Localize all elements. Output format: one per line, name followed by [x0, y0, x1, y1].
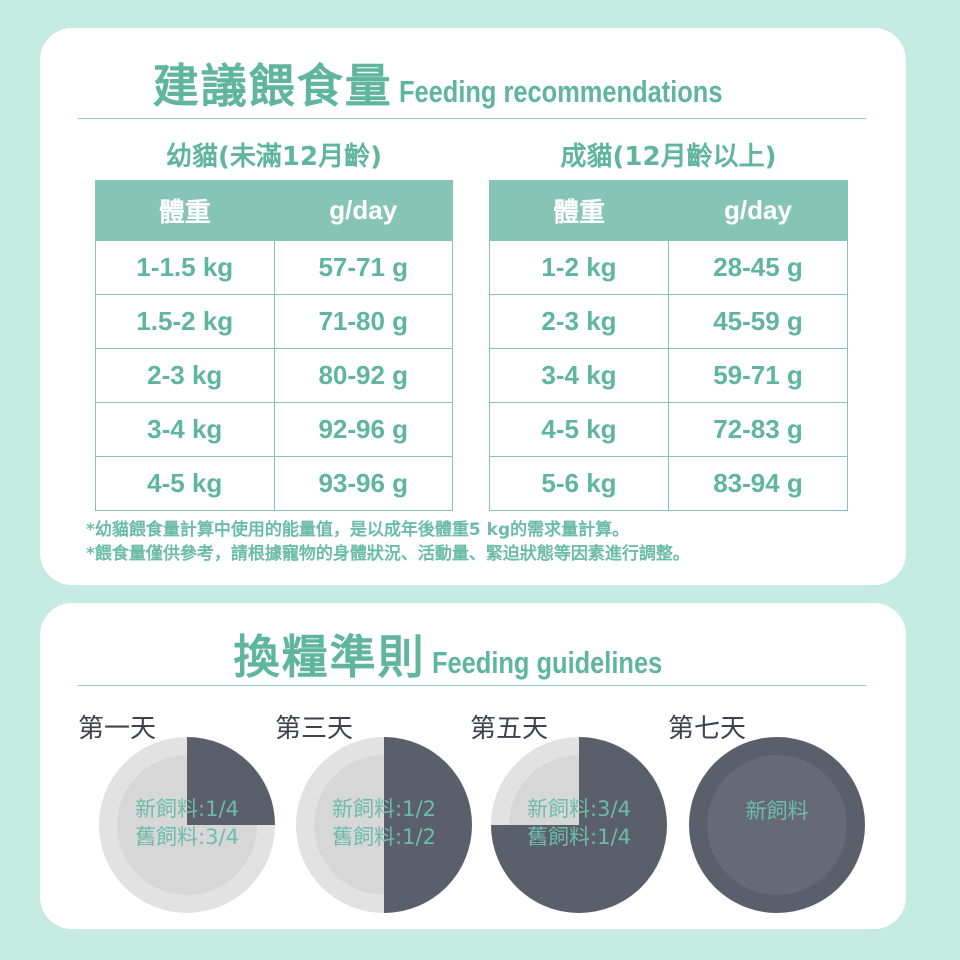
table-cell: 4-5 kg	[95, 456, 275, 511]
table-cell: 59-71 g	[668, 348, 848, 403]
table-cell: 92-96 g	[273, 402, 453, 457]
day-label: 第五天	[470, 714, 549, 744]
old-food-ratio: 舊飼料:3/4	[135, 825, 239, 849]
recommendations-title: 建議餵食量 Feeding recommendations	[40, 50, 906, 116]
table-row: 3-4 kg 92-96 g	[95, 402, 453, 457]
new-food-ratio: 新飼料:1/2	[332, 797, 436, 821]
adult-title: 成貓(12月齡以上)	[560, 142, 777, 172]
table-cell: 45-59 g	[668, 294, 848, 349]
bowl-inner	[707, 755, 847, 895]
title-zh: 換糧準則	[233, 630, 426, 684]
table-cell: 3-4 kg	[95, 402, 275, 457]
bowl-pie	[99, 737, 275, 913]
table-cell: 2-3 kg	[489, 294, 669, 349]
day-label: 第七天	[668, 714, 747, 744]
column-header: 體重	[489, 180, 669, 241]
kitten-title: 幼貓(未滿12月齡)	[166, 142, 382, 172]
bowl-pie	[689, 737, 865, 913]
food-bowl: 新飼料:3/4 舊飼料:1/4	[489, 735, 669, 915]
new-food-portion	[187, 737, 275, 825]
table-header-row: 體重 g/day	[489, 180, 848, 241]
column-header: g/day	[668, 180, 848, 241]
title-zh: 建議餵食量	[152, 59, 393, 113]
note: *餵食量僅供參考，請根據寵物的身體狀況、活動量、緊迫狀態等因素進行調整。	[86, 544, 690, 564]
table-row: 3-4 kg 59-71 g	[489, 348, 848, 403]
day-label: 第三天	[275, 714, 354, 744]
table-row: 5-6 kg 83-94 g	[489, 456, 848, 511]
adult-table: 體重 g/day 1-2 kg 28-45 g 2-3 kg 45-59 g 3-4 kg 5…	[489, 180, 848, 511]
old-food-ratio: 舊飼料:1/2	[332, 825, 436, 849]
feeding-guidelines-card: 換糧準則 Feeding guidelines 第一天 新飼料:1/4 舊飼料:3/…	[40, 603, 906, 929]
new-food-ratio: 新飼料	[745, 799, 809, 823]
bowl-pie	[296, 737, 472, 913]
food-bowl: 新飼料	[687, 735, 867, 915]
guidelines-title: 換糧準則 Feeding guidelines	[40, 621, 906, 687]
table-cell: 5-6 kg	[489, 456, 669, 511]
table-cell: 28-45 g	[668, 240, 848, 295]
food-bowl: 新飼料:1/4 舊飼料:3/4	[97, 735, 277, 915]
table-cell: 1.5-2 kg	[95, 294, 275, 349]
kitten-table: 體重 g/day 1-1.5 kg 57-71 g 1.5-2 kg 71-80 g 2-3…	[95, 180, 453, 511]
divider	[78, 118, 866, 119]
table-cell: 93-96 g	[273, 456, 453, 511]
column-header: g/day	[273, 180, 453, 241]
new-food-ratio: 新飼料:1/4	[135, 797, 239, 821]
divider	[78, 685, 866, 686]
table-cell: 71-80 g	[273, 294, 453, 349]
note: *幼貓餵食量計算中使用的能量值，是以成年後體重5 kg的需求量計算。	[86, 520, 630, 540]
table-cell: 2-3 kg	[95, 348, 275, 403]
old-food-ratio: 舊飼料:1/4	[527, 825, 631, 849]
table-cell: 1-1.5 kg	[95, 240, 275, 295]
table-cell: 4-5 kg	[489, 402, 669, 457]
table-cell: 83-94 g	[668, 456, 848, 511]
table-row: 1-2 kg 28-45 g	[489, 240, 848, 295]
table-row: 1.5-2 kg 71-80 g	[95, 294, 453, 349]
feeding-recommendations-card: 建議餵食量 Feeding recommendations 幼貓(未滿12月齡) …	[40, 28, 906, 585]
table-row: 1-1.5 kg 57-71 g	[95, 240, 453, 295]
table-header-row: 體重 g/day	[95, 180, 453, 241]
day-label: 第一天	[78, 714, 157, 744]
column-header: 體重	[95, 180, 275, 241]
table-row: 2-3 kg 80-92 g	[95, 348, 453, 403]
table-cell: 57-71 g	[273, 240, 453, 295]
table-row: 4-5 kg 72-83 g	[489, 402, 848, 457]
new-food-portion	[491, 737, 667, 913]
bowl-pie	[491, 737, 667, 913]
new-food-portion	[384, 737, 472, 913]
table-row: 2-3 kg 45-59 g	[489, 294, 848, 349]
title-en: Feeding recommendations	[398, 74, 723, 109]
food-bowl: 新飼料:1/2 舊飼料:1/2	[294, 735, 474, 915]
title-en: Feeding guidelines	[431, 645, 662, 680]
table-cell: 3-4 kg	[489, 348, 669, 403]
table-cell: 80-92 g	[273, 348, 453, 403]
table-cell: 1-2 kg	[489, 240, 669, 295]
table-cell: 72-83 g	[668, 402, 848, 457]
table-row: 4-5 kg 93-96 g	[95, 456, 453, 511]
new-food-ratio: 新飼料:3/4	[527, 797, 631, 821]
